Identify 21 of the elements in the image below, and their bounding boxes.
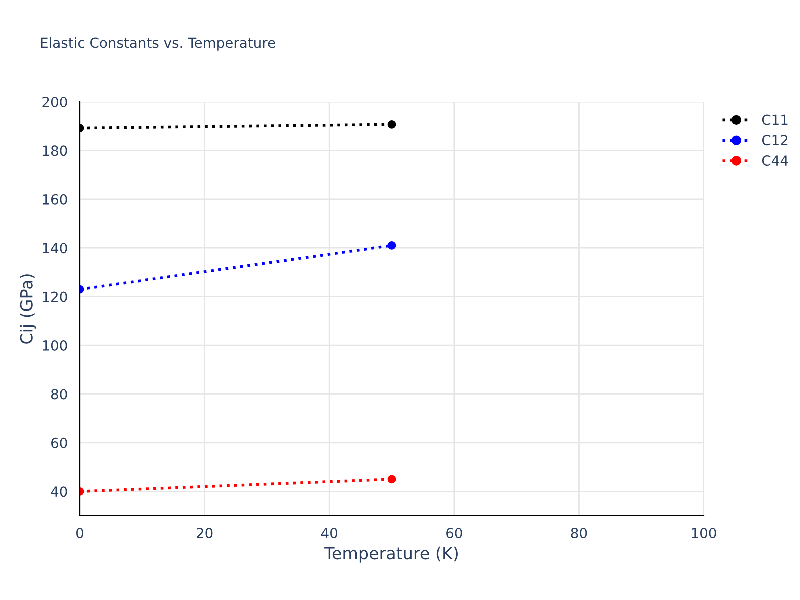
x-axis-title: Temperature (K) [324,546,458,563]
x-tick-label: 0 [76,528,84,539]
legend-label: C11 [762,114,788,126]
y-tick-label: 100 [43,340,68,352]
chart-title: Elastic Constants vs. Temperature [41,37,276,51]
y-tick-label: 120 [43,292,68,302]
y-tick-label: 180 [43,146,68,156]
x-tick-label: 100 [692,528,716,539]
y-tick-label: 160 [43,194,68,205]
y-tick-label: 200 [42,96,68,108]
y-axis-title: Cij (GPa) [20,274,36,344]
x-tick-label: 20 [196,528,213,539]
y-tick-label: 80 [51,389,68,400]
x-tick-label: 40 [321,528,338,539]
x-tick-label: 80 [571,528,588,539]
y-tick-label: 40 [51,486,68,498]
x-tick-label: 60 [446,528,462,539]
y-tick-label: 140 [43,243,68,254]
legend-label: C44 [762,156,788,166]
y-tick-label: 60 [51,438,68,448]
legend-label: C12 [762,135,788,146]
